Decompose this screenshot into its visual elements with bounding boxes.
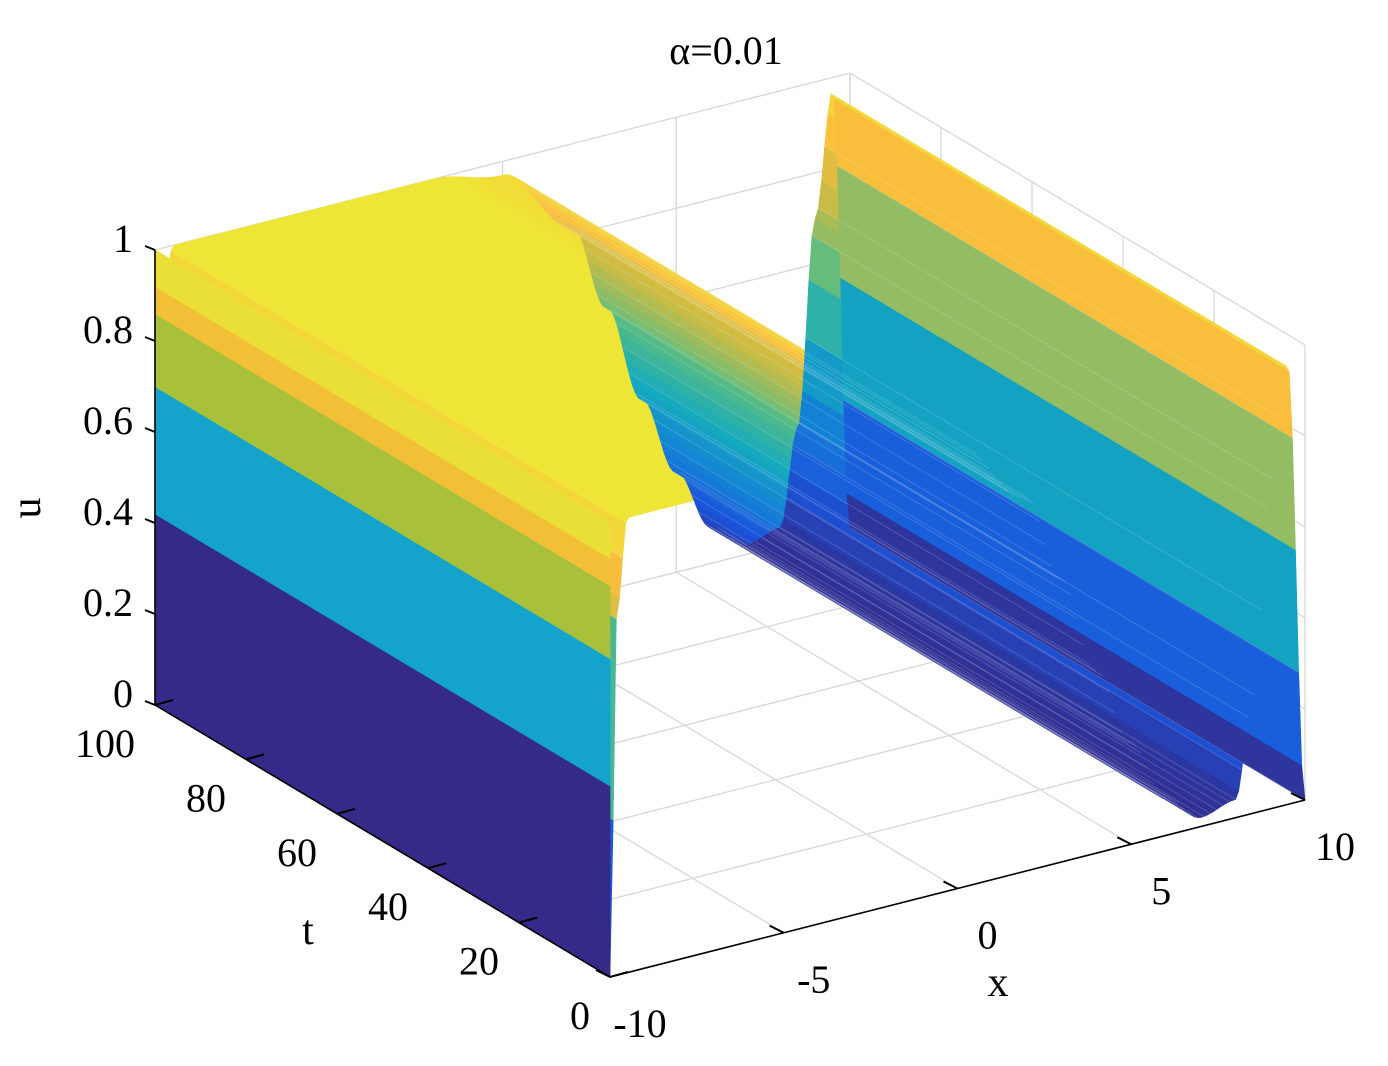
x-tick-label: 0: [978, 913, 998, 958]
u-tick-label: 0.8: [83, 307, 133, 352]
surface-mesh-line: [691, 495, 1148, 768]
grid-sidewall-u: [849, 72, 1306, 346]
surface-mesh-line: [742, 545, 1198, 819]
surface-mesh-line: [736, 542, 1192, 816]
surface-mesh-line: [773, 529, 1230, 803]
surface-mesh-line: [552, 218, 1009, 492]
surface-mesh-line: [685, 480, 1141, 754]
u-tick: [144, 700, 156, 706]
t-tick: [609, 971, 629, 978]
surface-mesh-line: [824, 145, 1280, 419]
surface-mesh-line: [672, 470, 1129, 744]
surface-mesh-line: [660, 440, 1116, 714]
surface-mesh-line: [818, 207, 1274, 481]
t-tick-label: 80: [186, 775, 226, 820]
surface-mesh-line: [710, 526, 1167, 800]
x-tick: [1116, 836, 1132, 846]
u-tick-label: 0.4: [83, 489, 133, 534]
u-tick-label: 0.6: [83, 398, 133, 443]
surface-mesh-line: [546, 211, 1002, 485]
x-tick: [943, 880, 958, 890]
u-tick: [144, 518, 156, 524]
t-tick: [427, 862, 447, 870]
grid-floor-x: [675, 571, 1132, 845]
t-tick-label: 100: [75, 721, 135, 766]
surface-mesh-line: [634, 392, 1091, 666]
chart-title: α=0.01: [669, 28, 783, 73]
t-tick-label: 60: [277, 830, 317, 875]
surface-mesh-line: [799, 422, 1255, 696]
surface-mesh-line: [780, 527, 1236, 800]
surface-mesh-line: [641, 398, 1097, 672]
surface-mesh-line: [584, 248, 1040, 522]
t-tick-label: 40: [368, 884, 408, 929]
grid-floor-t: [518, 744, 1215, 924]
surface-mesh-line: [843, 400, 1299, 673]
surface-plot: [154, 93, 1306, 978]
t-tick-label: 0: [570, 993, 590, 1038]
surface-mesh-line: [603, 306, 1059, 580]
t-axis-label: t: [302, 908, 314, 954]
t-axis-line: [154, 704, 611, 978]
surface-mesh-line: [540, 204, 996, 477]
x-tick: [595, 969, 611, 978]
surface-mesh-line: [628, 372, 1085, 646]
u-tick-label: 1: [113, 216, 133, 261]
u-tick: [144, 609, 156, 615]
x-tick: [769, 924, 785, 934]
t-tick: [245, 753, 265, 761]
surface-mesh-line: [754, 541, 1211, 814]
surface-mesh-line: [723, 531, 1179, 805]
surface-mesh-line: [837, 165, 1293, 439]
t-tick-label: 20: [459, 939, 499, 984]
u-tick: [144, 427, 156, 433]
surface-mesh-line: [729, 537, 1186, 811]
u-tick: [144, 245, 156, 251]
surface-mesh-line: [527, 188, 984, 462]
surface-mesh-line: [679, 472, 1135, 746]
surface-mesh-line: [615, 322, 1072, 596]
x-tick-label: -10: [613, 1001, 666, 1046]
surface-mesh-line: [571, 225, 1028, 499]
surface-mesh-line: [792, 444, 1249, 718]
surface-mesh-line: [533, 195, 990, 469]
surface-mesh-line: [597, 294, 1053, 567]
u-tick-label: 0.2: [83, 580, 133, 625]
t-tick: [518, 916, 538, 924]
surface-mesh-line: [578, 230, 1034, 504]
x-axis-label: x: [988, 960, 1009, 1006]
surface-mesh-line: [521, 181, 977, 455]
x-tick-label: -5: [797, 957, 830, 1002]
surface-mesh-line: [767, 532, 1224, 806]
surface-mesh-line: [704, 523, 1160, 796]
u-tick: [144, 336, 156, 342]
surface-mesh-line: [698, 511, 1154, 784]
surface-mesh-line: [622, 346, 1078, 620]
x-tick-label: 5: [1151, 868, 1171, 913]
surface-mesh-line: [653, 419, 1110, 693]
surface-mesh-line: [609, 308, 1066, 582]
surface-mesh-line: [666, 460, 1123, 733]
surface-mesh-line: [559, 223, 1015, 496]
surface-mesh-line: [849, 527, 1306, 801]
x-tick: [1290, 792, 1306, 801]
surface-mesh-line: [761, 537, 1217, 810]
surface-mesh-line: [565, 225, 1021, 499]
surface-mesh-line: [647, 403, 1104, 677]
surface-mesh-line: [786, 497, 1243, 771]
surface-mesh-line: [805, 337, 1262, 611]
surface-mesh-line: [590, 272, 1047, 546]
surface-mesh-line: [748, 544, 1205, 817]
u-tick-label: 0: [113, 671, 133, 716]
t-tick: [154, 699, 174, 706]
u-axis-label: u: [4, 498, 50, 519]
surface-mesh-line: [811, 235, 1268, 508]
t-tick: [336, 807, 356, 815]
x-tick-label: 10: [1315, 824, 1355, 869]
surface-mesh-line: [717, 527, 1173, 800]
